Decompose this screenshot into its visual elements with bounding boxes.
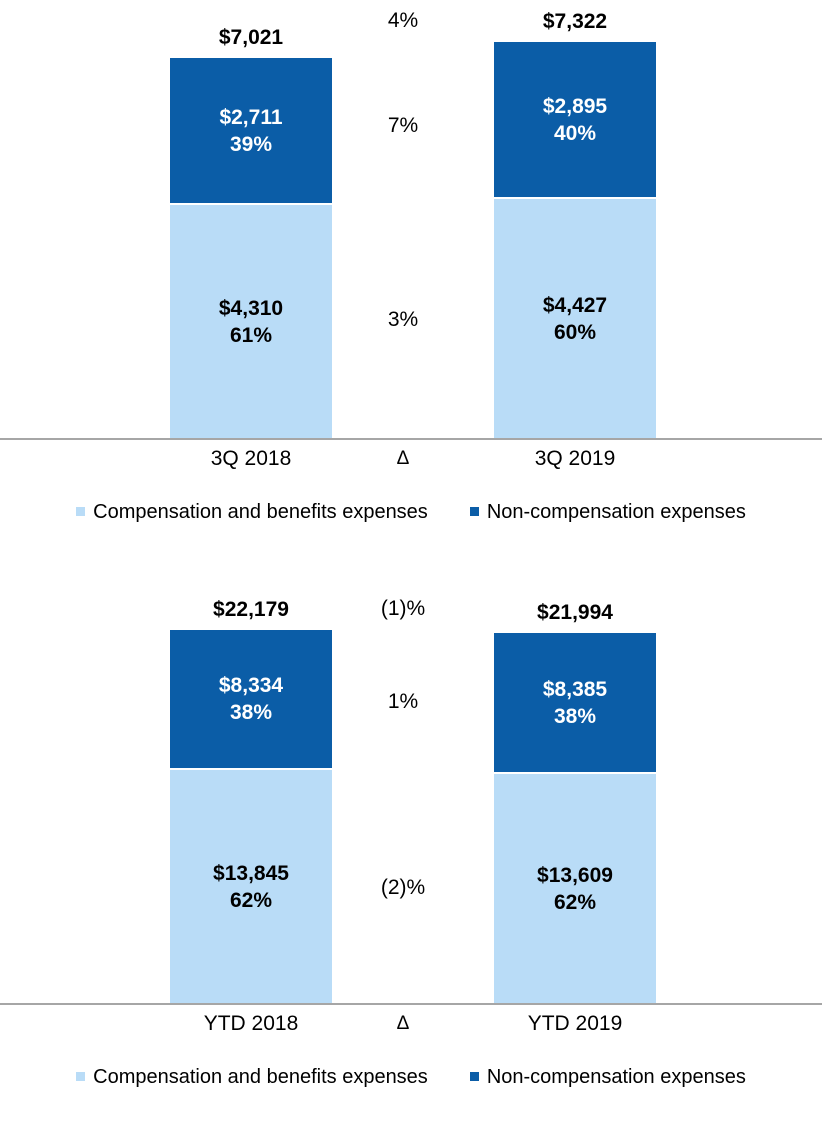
chart-ytd-expenses: $8,334 38% $13,845 62% $22,179 $8,385 38% $13,6…	[0, 565, 822, 1125]
total-label-ytd-2018: $22,179	[213, 598, 289, 621]
legend-item-noncompensation: Non-compensation expenses	[469, 500, 746, 524]
segment-compensation-3q-2018: $4,310 61%	[170, 205, 332, 438]
bar-3q-2019: $2,895 40% $4,427 60%	[494, 42, 656, 438]
total-label-3q-2018: $7,021	[218, 26, 284, 49]
segment-noncompensation-ytd-2018: $8,334 38%	[170, 630, 332, 768]
segment-pct-label: 38%	[553, 704, 597, 728]
segment-noncompensation-3q-2019: $2,895 40%	[494, 42, 656, 197]
segment-pct-label: 39%	[229, 132, 273, 156]
legend-item-compensation: Compensation and benefits expenses	[76, 1065, 428, 1089]
total-label-ytd-2019: $21,994	[537, 601, 613, 624]
bar-ytd-2018: $8,334 38% $13,845 62%	[170, 630, 332, 1003]
segment-pct-label: 40%	[553, 121, 597, 145]
segment-compensation-ytd-2018: $13,845 62%	[170, 770, 332, 1003]
segment-value-label: $13,609	[537, 863, 613, 887]
segment-pct-label: 60%	[553, 320, 597, 344]
segment-compensation-3q-2019: $4,427 60%	[494, 199, 656, 438]
x-axis-quarterly: 3Q 2018 Δ 3Q 2019	[0, 446, 822, 472]
segment-pct-label: 62%	[553, 890, 597, 914]
legend-label-noncompensation: Non-compensation expenses	[486, 1066, 746, 1088]
delta-axis-symbol: Δ	[396, 1013, 410, 1034]
delta-total: 4%	[387, 9, 419, 32]
bar-3q-2018: $2,711 39% $4,310 61%	[170, 58, 332, 438]
legend-label-noncompensation: Non-compensation expenses	[486, 501, 746, 523]
segment-noncompensation-3q-2018: $2,711 39%	[170, 58, 332, 203]
segment-value-label: $4,427	[542, 293, 608, 317]
x-tick-3q2018: 3Q 2018	[210, 447, 292, 470]
delta-noncompensation: 7%	[387, 114, 419, 137]
plot-area-ytd: $8,334 38% $13,845 62% $22,179 $8,385 38% $13,6…	[0, 565, 822, 1005]
x-tick-3q2019: 3Q 2019	[534, 447, 616, 470]
delta-noncompensation: 1%	[387, 690, 419, 713]
noncompensation-swatch-icon	[469, 506, 479, 516]
segment-value-label: $13,845	[213, 861, 289, 885]
legend-quarterly: Compensation and benefits expenses Non-c…	[0, 500, 822, 524]
delta-axis-symbol: Δ	[396, 448, 410, 469]
total-label-3q-2019: $7,322	[542, 10, 608, 33]
legend-item-compensation: Compensation and benefits expenses	[76, 500, 428, 524]
noncompensation-swatch-icon	[469, 1071, 479, 1081]
chart-quarterly-expenses: $2,711 39% $4,310 61% $7,021 $2,895 40% $4,427 6…	[0, 0, 822, 560]
segment-noncompensation-ytd-2019: $8,385 38%	[494, 633, 656, 772]
segment-value-label: $4,310	[218, 296, 284, 320]
legend-label-compensation: Compensation and benefits expenses	[93, 1066, 428, 1088]
segment-pct-label: 38%	[229, 701, 273, 724]
plot-area-quarterly: $2,711 39% $4,310 61% $7,021 $2,895 40% $4,427 6…	[0, 0, 822, 440]
segment-value-label: $2,711	[219, 105, 283, 129]
delta-compensation: (2)%	[380, 876, 426, 899]
legend-label-compensation: Compensation and benefits expenses	[93, 501, 428, 523]
compensation-swatch-icon	[76, 506, 86, 516]
x-tick-ytd2019: YTD 2019	[527, 1012, 623, 1035]
bar-ytd-2019: $8,385 38% $13,609 62%	[494, 633, 656, 1003]
legend-item-noncompensation: Non-compensation expenses	[469, 1065, 746, 1089]
segment-value-label: $2,895	[542, 94, 608, 118]
compensation-swatch-icon	[76, 1071, 86, 1081]
delta-total: (1)%	[380, 597, 426, 620]
segment-value-label: $8,385	[542, 677, 608, 701]
segment-value-label: $8,334	[218, 674, 284, 697]
legend-ytd: Compensation and benefits expenses Non-c…	[0, 1065, 822, 1089]
segment-pct-label: 62%	[229, 888, 273, 912]
delta-compensation: 3%	[387, 308, 419, 331]
segment-pct-label: 61%	[229, 323, 273, 347]
x-tick-ytd2018: YTD 2018	[203, 1012, 299, 1035]
segment-compensation-ytd-2019: $13,609 62%	[494, 774, 656, 1003]
x-axis-ytd: YTD 2018 Δ YTD 2019	[0, 1011, 822, 1037]
